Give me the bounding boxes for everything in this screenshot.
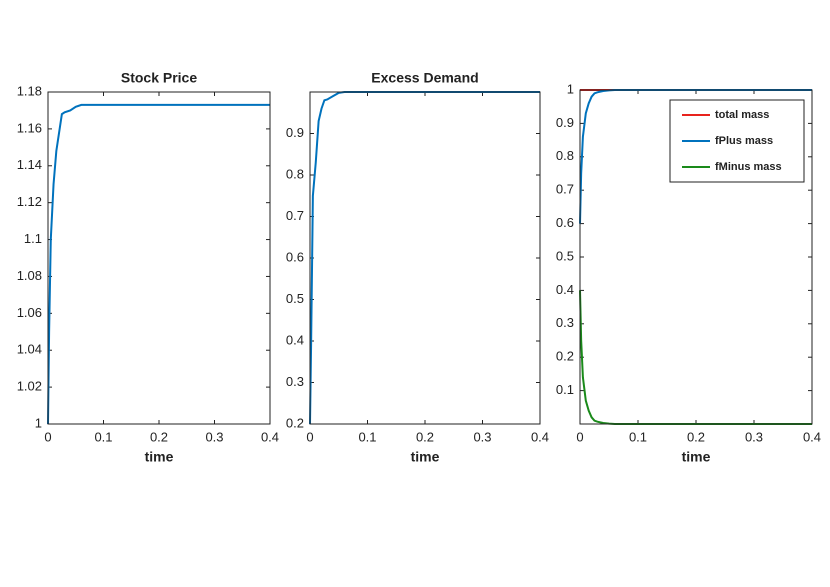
y-tick-label: 0.9	[286, 125, 304, 140]
x-tick-label: 0.4	[261, 429, 279, 444]
y-tick-label: 1.16	[17, 120, 42, 135]
x-axis-label: time	[411, 449, 440, 465]
axes-box	[47, 91, 271, 425]
y-tick-label: 0.7	[286, 208, 304, 223]
x-tick-label: 0	[44, 429, 51, 444]
y-tick-label: 0.5	[286, 291, 304, 306]
y-tick-label: 0.3	[556, 315, 574, 330]
x-tick-label: 0.4	[531, 429, 549, 444]
y-tick-label: 0.6	[556, 215, 574, 230]
x-tick-label: 0.1	[358, 429, 376, 444]
x-tick-label: 0.1	[629, 429, 647, 444]
x-tick-label: 0.3	[745, 429, 763, 444]
y-tick-label: 0.8	[556, 148, 574, 163]
x-tick-label: 0.2	[416, 429, 434, 444]
y-tick-label: 1.18	[17, 83, 42, 98]
y-tick-label: 1	[35, 415, 42, 430]
y-tick-label: 1.02	[17, 379, 42, 394]
y-tick-label: 1.08	[17, 268, 42, 283]
chart-title: Excess Demand	[371, 70, 478, 86]
legend-label: total mass	[715, 109, 769, 121]
series-line	[309, 91, 540, 425]
x-tick-label: 0.2	[687, 429, 705, 444]
series-line	[579, 290, 812, 425]
legend-label: fPlus mass	[715, 135, 773, 147]
x-tick-label: 0.4	[803, 429, 821, 444]
y-tick-label: 0.7	[556, 182, 574, 197]
y-tick-label: 1.1	[24, 231, 42, 246]
y-tick-label: 1.06	[17, 305, 42, 320]
x-axis-label: time	[682, 449, 711, 465]
x-tick-label: 0	[306, 429, 313, 444]
axes-box	[309, 91, 541, 425]
x-tick-label: 0.3	[473, 429, 491, 444]
x-tick-label: 0	[576, 429, 583, 444]
x-tick-label: 0.1	[94, 429, 112, 444]
axes-box	[579, 89, 813, 425]
series-line	[47, 103, 270, 425]
y-tick-label: 0.9	[556, 115, 574, 130]
y-tick-label: 0.4	[556, 282, 574, 297]
y-tick-label: 0.3	[286, 374, 304, 389]
y-tick-label: 1.14	[17, 157, 42, 172]
y-tick-label: 0.6	[286, 249, 304, 264]
y-tick-label: 0.8	[286, 166, 304, 181]
y-tick-label: 1.04	[17, 342, 42, 357]
x-axis-label: time	[145, 449, 174, 465]
y-tick-label: 1.12	[17, 194, 42, 209]
legend-label: fMinus mass	[715, 161, 782, 173]
y-tick-label: 0.2	[556, 349, 574, 364]
y-tick-label: 0.1	[556, 382, 574, 397]
chart-title: Stock Price	[121, 70, 197, 86]
y-tick-label: 0.4	[286, 332, 304, 347]
x-tick-label: 0.2	[150, 429, 168, 444]
y-tick-label: 1	[567, 81, 574, 96]
y-tick-label: 0.2	[286, 415, 304, 430]
y-tick-label: 0.5	[556, 248, 574, 263]
x-tick-label: 0.3	[205, 429, 223, 444]
